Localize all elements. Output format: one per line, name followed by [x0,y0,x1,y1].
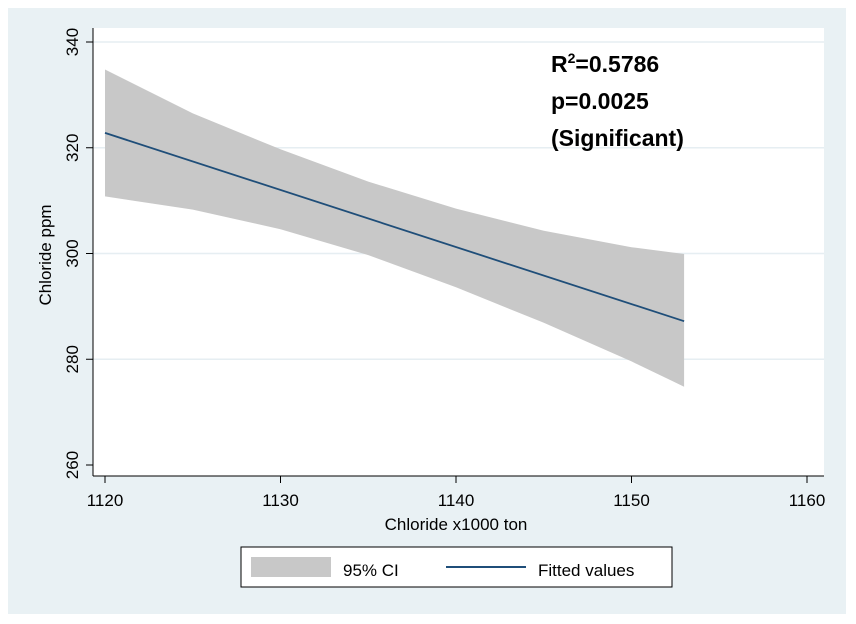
x-tick-label-1130: 1130 [262,491,299,510]
legend-ci-label: 95% CI [343,561,399,580]
r-squared-label: R2=0.5786 [551,50,659,77]
x-axis-title: Chloride x1000 ton [385,515,528,534]
y-axis-title: Chloride ppm [36,204,55,305]
y-tick-label-340: 340 [63,28,82,56]
legend-fitted-label: Fitted values [538,561,634,580]
r-squared-superscript: 2 [568,50,576,66]
fitted-line [104,132,685,323]
y-tick-label-280: 280 [63,345,82,373]
r-squared-value: =0.5786 [575,51,659,77]
p-value-label: p=0.0025 [551,88,649,114]
significance-label: (Significant) [551,125,684,151]
ci-band [105,69,685,387]
y-tick-label-260: 260 [63,451,82,479]
y-tick-label-320: 320 [63,134,82,162]
x-tick-label-1150: 1150 [613,491,650,510]
ticks-layer: 1120 1130 1140 1150 1160 260 280 300 320 340 [63,28,825,510]
axes-layer [92,28,824,477]
x-tick-label-1120: 1120 [87,491,124,510]
y-tick-label-300: 300 [63,239,82,267]
r-squared-prefix: R [551,51,568,77]
x-tick-label-1160: 1160 [789,491,826,510]
x-tick-label-1140: 1140 [438,491,475,510]
legend-ci-swatch [251,557,331,577]
grid-layer [93,41,824,360]
ci-layer [105,69,685,387]
line-layer [104,132,685,323]
